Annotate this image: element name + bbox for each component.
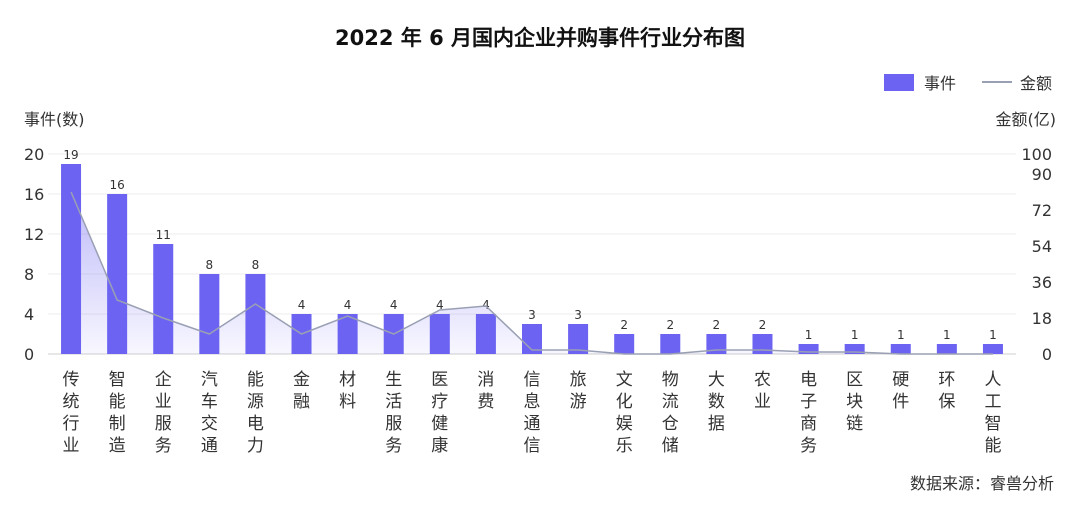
category-label: 人工智能 [984,370,1001,456]
bar [936,344,957,354]
bar-value-label: 3 [528,308,536,322]
category-label: 环保 [938,370,955,412]
right-tick-label: 100 [1021,145,1052,164]
left-tick-label: 12 [24,225,44,244]
category-label: 旅游 [570,370,587,412]
legend-line-swatch [981,81,1012,83]
bar [844,344,865,354]
left-axis-title: 事件(数) [24,110,85,129]
bar-value-label: 4 [482,298,490,312]
category-label: 汽车交通 [201,370,218,456]
amount-line [70,191,993,355]
legend-line-label: 金额 [1019,74,1052,93]
bar [890,344,911,354]
category-label: 企业服务 [155,370,172,456]
right-axis-title: 金额(亿) [995,110,1057,129]
right-tick-label: 72 [1032,201,1052,220]
bar-value-label: 2 [713,318,721,332]
legend-bar-label: 事件 [923,74,956,93]
bar-value-label: 3 [574,308,582,322]
bar-value-label: 4 [390,298,398,312]
bar-value-label: 8 [206,258,214,272]
chart-title: 2022 年 6 月国内企业并购事件行业分布图 [335,26,745,50]
left-tick-label: 0 [24,345,34,364]
bar [614,334,635,354]
category-label: 消费 [477,370,494,412]
bar-value-label: 2 [759,318,767,332]
left-tick-label: 4 [24,305,34,324]
bar [660,334,681,354]
data-source: 数据来源：睿兽分析 [909,474,1054,493]
category-label: 信息通信 [524,370,541,456]
bar-value-label: 1 [805,328,813,342]
left-tick-label: 20 [24,145,44,164]
right-tick-label: 54 [1032,237,1052,256]
bar-value-label: 8 [252,258,260,272]
category-label: 电子商务 [800,370,817,456]
bar-value-label: 16 [110,178,125,192]
right-tick-label: 0 [1042,345,1052,364]
bar-value-label: 1 [989,328,997,342]
bar [798,344,819,354]
left-tick-label: 8 [24,265,34,284]
legend-bar-swatch [883,73,914,91]
bar-value-label: 1 [851,328,859,342]
bar-value-label: 4 [436,298,444,312]
right-tick-label: 18 [1032,309,1052,328]
left-tick-label: 16 [24,185,44,204]
category-label: 区块链 [846,370,863,434]
category-label: 农业 [754,370,771,412]
category-label: 智能制造 [109,370,126,456]
bar [982,344,1003,354]
bar-value-label: 1 [943,328,951,342]
category-label: 大数据 [708,370,725,434]
bar-value-label: 11 [156,228,171,242]
category-label: 生活服务 [385,370,402,456]
category-label: 文化娱乐 [616,370,633,456]
bar-value-label: 1 [897,328,905,342]
bar-value-label: 4 [344,298,352,312]
bar-value-label: 19 [63,148,78,162]
category-label: 医疗健康 [431,370,448,456]
category-label: 物流仓储 [662,370,679,456]
right-tick-label: 90 [1032,165,1052,184]
category-label: 硬件 [892,370,909,412]
bar-value-label: 2 [620,318,628,332]
category-label: 能源电力 [247,370,264,456]
category-label: 材料 [339,370,356,412]
legend: 事件 金额 [883,70,1052,94]
bar-value-label: 2 [666,318,674,332]
category-label: 金融 [293,370,310,412]
category-label: 传统行业 [63,370,80,456]
bar [706,334,727,354]
amount-area [71,192,993,354]
bar-value-label: 4 [298,298,306,312]
bar [568,324,589,354]
bar [752,334,773,354]
right-tick-label: 36 [1032,273,1052,292]
